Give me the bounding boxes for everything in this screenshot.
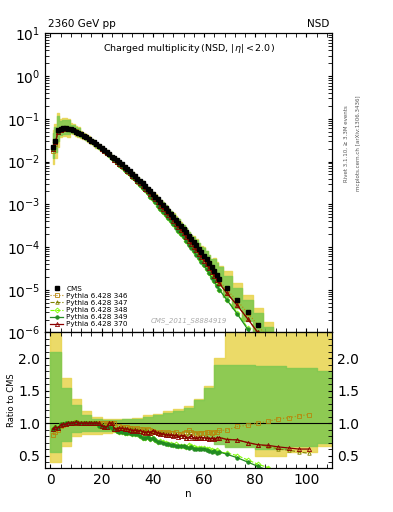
Text: mcplots.cern.ch [arXiv:1306.3436]: mcplots.cern.ch [arXiv:1306.3436] — [356, 96, 361, 191]
Text: Charged multiplicity$\,$(NSD, $|\eta| < 2.0$): Charged multiplicity$\,$(NSD, $|\eta| < … — [103, 42, 275, 55]
Text: CMS_2011_S8884919: CMS_2011_S8884919 — [151, 317, 227, 324]
Text: NSD: NSD — [307, 19, 329, 29]
Legend: CMS, Pythia 6.428 346, Pythia 6.428 347, Pythia 6.428 348, Pythia 6.428 349, Pyt: CMS, Pythia 6.428 346, Pythia 6.428 347,… — [49, 284, 129, 329]
Y-axis label: $P_n$: $P_n$ — [0, 176, 4, 189]
X-axis label: n: n — [185, 489, 192, 499]
Text: 2360 GeV pp: 2360 GeV pp — [48, 19, 116, 29]
Text: Rivet 3.1.10, ≥ 3.3M events: Rivet 3.1.10, ≥ 3.3M events — [344, 105, 349, 182]
Y-axis label: Ratio to CMS: Ratio to CMS — [7, 374, 16, 428]
